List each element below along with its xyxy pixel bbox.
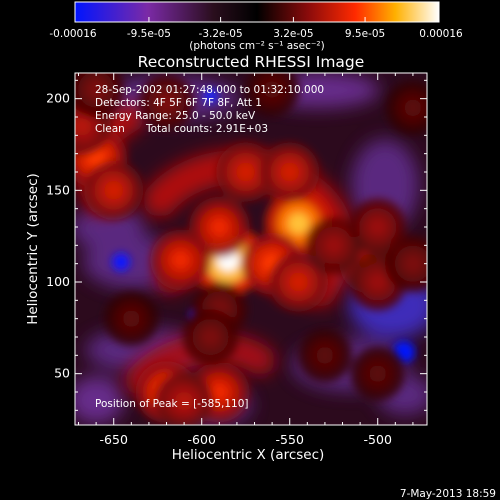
x-tick-label: -600 — [188, 432, 216, 447]
cool-blotch — [75, 376, 124, 424]
heatmap-source-core — [368, 217, 387, 237]
colorbar-tick-label: 0.00016 — [419, 28, 463, 40]
colorbar-ticks — [74, 17, 440, 22]
x-axis-label: Heliocentric X (arcsec) — [172, 447, 325, 463]
y-tick-label: 100 — [46, 274, 70, 289]
heatmap-source-core — [236, 162, 256, 182]
colorbar-tick-label: -3.2e-05 — [199, 28, 243, 40]
y-tick-label: 50 — [54, 366, 70, 381]
chart-title: Reconstructed RHESSI Image — [138, 53, 365, 71]
colorbar-tick-label: 3.2e-05 — [273, 28, 313, 40]
plot-area — [74, 72, 428, 426]
heatmap-source-core — [324, 236, 343, 255]
annotation-time-range: 28-Sep-2002 01:27:48.000 to 01:32:10.000 — [95, 84, 324, 96]
heatmap-source-core — [174, 391, 194, 411]
heatmap-source-core — [404, 254, 422, 273]
heatmap-source-core — [404, 99, 422, 117]
heatmap-source-core — [75, 116, 92, 136]
heatmap-sources — [75, 73, 427, 425]
y-axis-label: Heliocentric Y (arcsec) — [25, 173, 41, 325]
heatmap-source-core — [157, 93, 176, 112]
heatmap-source-core — [87, 80, 105, 99]
annotation-peak-position: Position of Peak = [-585,110] — [95, 398, 249, 410]
heatmap-layer — [75, 73, 427, 425]
x-tick-labels: -650 -600 -550 -500 — [100, 432, 392, 447]
heatmap-source-core — [369, 365, 387, 383]
heatmap-source-core — [122, 310, 140, 328]
heatmap-source-core — [263, 80, 281, 99]
annotation-clean: Clean — [95, 123, 125, 135]
blue-spot — [112, 253, 130, 271]
heatmap-source-core — [209, 382, 229, 402]
y-tick-label: 150 — [46, 182, 70, 197]
colorbar-tick-label: -9.5e-05 — [127, 28, 171, 40]
annotation-energy-range: Energy Range: 25.0 - 50.0 keV — [95, 110, 256, 122]
cool-blotch — [75, 206, 146, 250]
y-tick-label: 200 — [46, 91, 70, 106]
annotation-detectors: Detectors: 4F 5F 6F 7F 8F, Att 1 — [95, 97, 262, 109]
annotation-total-counts: Total counts: 2.91E+03 — [145, 123, 268, 135]
x-tick-label: -650 — [100, 432, 128, 447]
plot-frame — [74, 72, 428, 426]
footer-timestamp: 7-May-2013 18:59 — [400, 488, 496, 500]
colorbar-tick-labels: -0.00016 -9.5e-05 -3.2e-05 3.2e-05 9.5e-05 0.… — [49, 28, 463, 40]
heatmap-source-core — [209, 217, 229, 237]
colorbar-gradient — [74, 1, 440, 23]
heatmap-source-core — [201, 328, 220, 346]
colorbar-tick-label: 9.5e-05 — [345, 28, 385, 40]
heatmap-source-core — [316, 346, 334, 364]
colorbar-tick-label: -0.00016 — [49, 28, 97, 40]
heatmap-source-core — [287, 212, 310, 234]
y-tick-labels: 50 100 150 200 — [46, 91, 70, 381]
blue-spot — [204, 89, 218, 103]
heatmap-source-core — [280, 162, 300, 182]
heatmap-source-core — [104, 180, 124, 200]
colorbar-unit-label: (photons cm⁻² s⁻¹ asec⁻²) — [189, 40, 324, 52]
x-tick-label: -550 — [276, 432, 304, 447]
colorbar: -0.00016 -9.5e-05 -3.2e-05 3.2e-05 9.5e-05 0.… — [49, 1, 463, 52]
heatmap-source-core — [368, 272, 387, 292]
x-tick-label: -500 — [364, 432, 392, 447]
heatmap-source-core — [170, 250, 191, 270]
heatmap-source-core — [289, 272, 308, 292]
plot-ticks — [75, 73, 427, 425]
